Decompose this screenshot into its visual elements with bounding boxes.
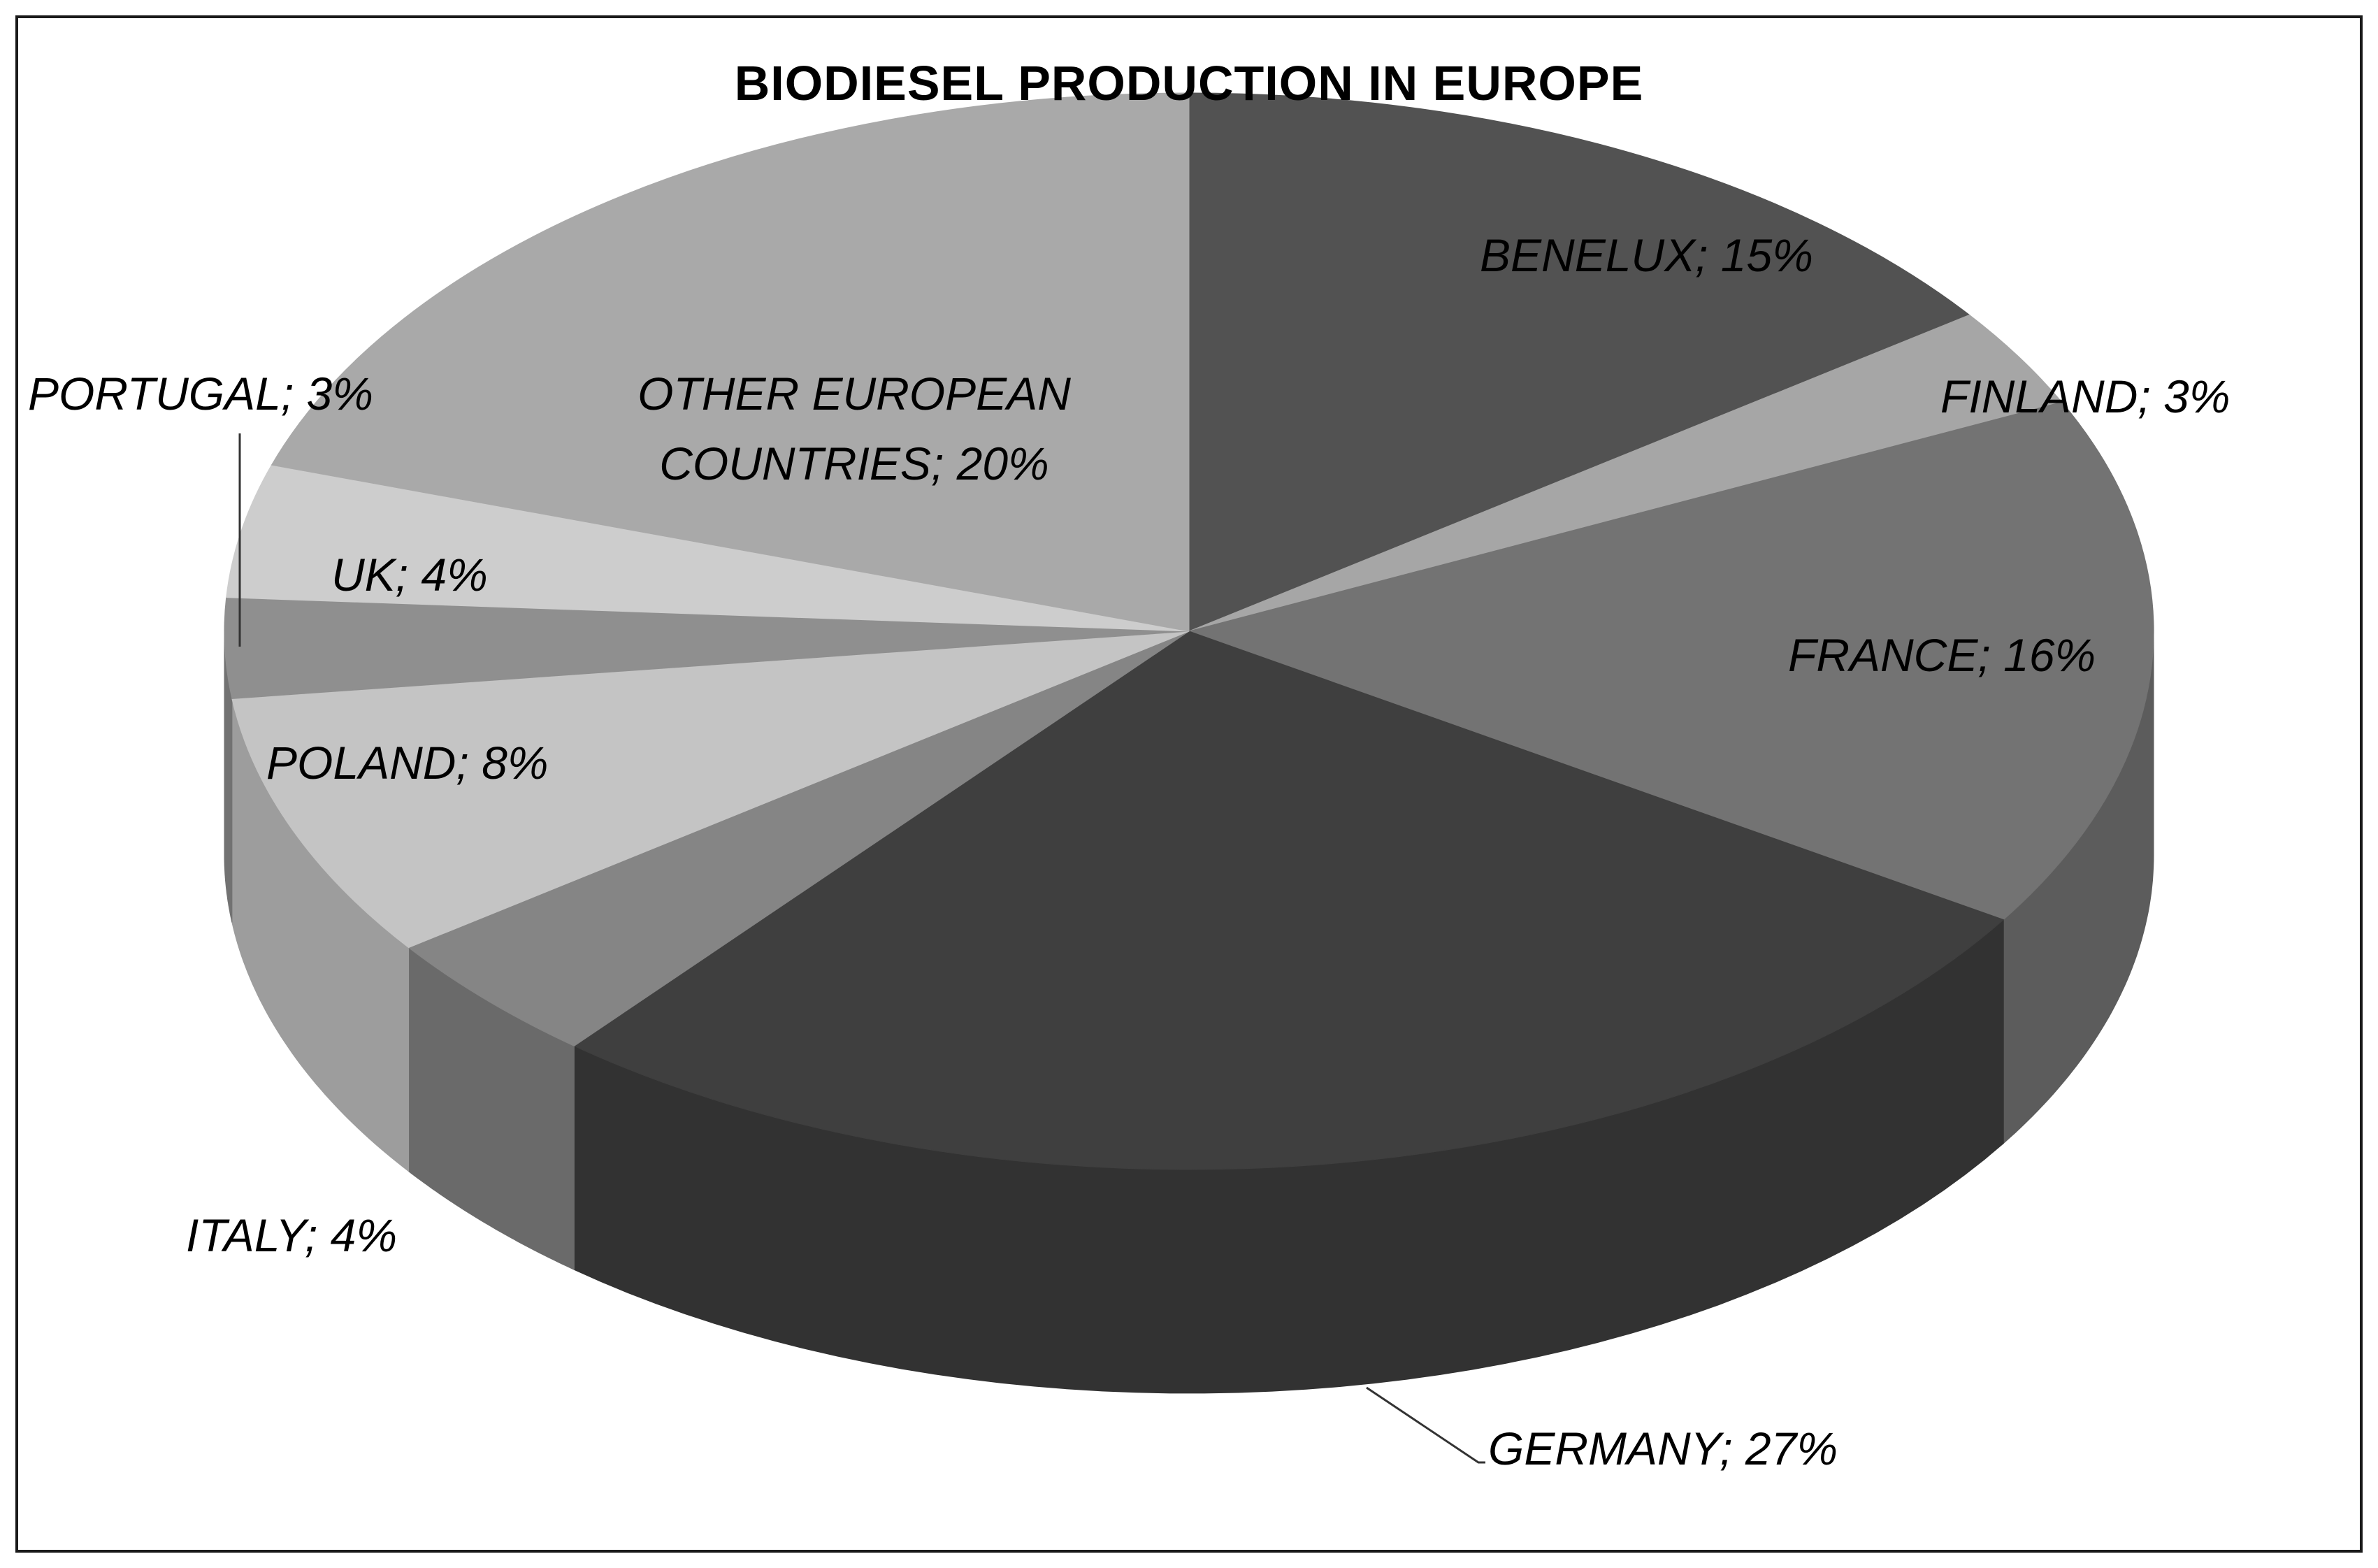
pie-slice-germany [573, 631, 2005, 1170]
label-germany: GERMANY; 27% [1488, 1423, 1838, 1474]
leader-lines [238, 433, 1485, 1464]
label-finland: FINLAND; 3% [1940, 371, 2230, 422]
pie-top-layer [224, 92, 2154, 1170]
label-uk: UK; 4% [331, 549, 488, 600]
pie-slice-poland [231, 631, 1190, 949]
chart-title: BIODIESEL PRODUCTION IN EUROPE [735, 56, 1644, 110]
pie-slice-other-european-countries [271, 92, 1190, 632]
label-benelux: BENELUX; 15% [1480, 229, 1813, 281]
pie-slice-benelux [1188, 92, 1970, 632]
leader-line-germany [1366, 1386, 1485, 1464]
label-italy: ITALY; 4% [186, 1209, 397, 1261]
pie-slice-portugal [224, 597, 1190, 700]
pie-slice-france [1188, 401, 2154, 921]
pie-slice-finland [1188, 314, 2063, 632]
pie-side-layer [224, 631, 2154, 1394]
label-poland: POLAND; 8% [266, 737, 548, 789]
pie-slice-italy [408, 631, 1190, 1046]
label-other-line2: COUNTRIES; 20% [659, 438, 1049, 489]
label-other-line1: OTHER EUROPEAN [637, 368, 1071, 419]
label-france: FRANCE; 16% [1788, 629, 2096, 681]
pie-slice-uk [226, 464, 1190, 632]
label-portugal: PORTUGAL; 3% [28, 368, 373, 419]
